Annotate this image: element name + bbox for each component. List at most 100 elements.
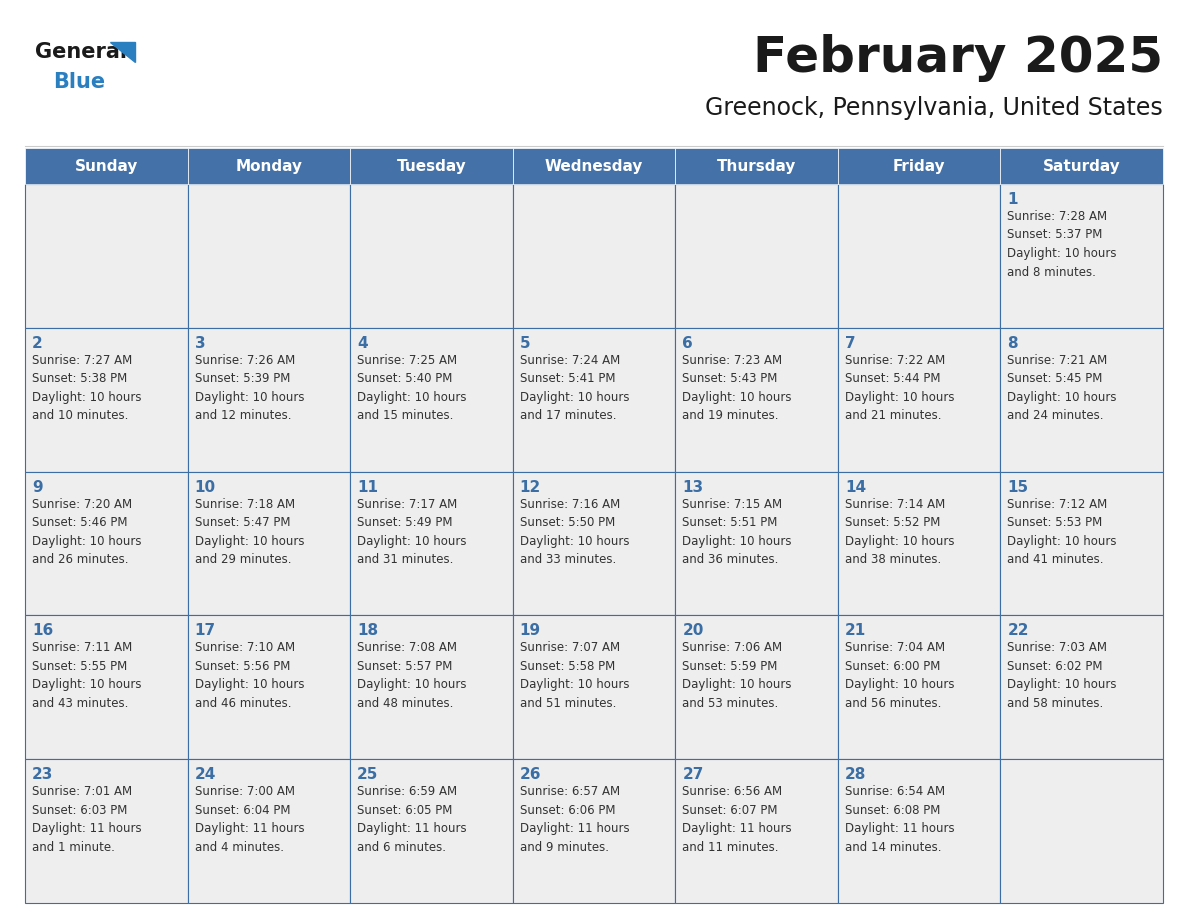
Text: Sunrise: 7:08 AM
Sunset: 5:57 PM
Daylight: 10 hours
and 48 minutes.: Sunrise: 7:08 AM Sunset: 5:57 PM Dayligh…	[358, 642, 467, 710]
Text: Sunrise: 7:28 AM
Sunset: 5:37 PM
Daylight: 10 hours
and 8 minutes.: Sunrise: 7:28 AM Sunset: 5:37 PM Dayligh…	[1007, 210, 1117, 278]
Bar	[513, 759, 675, 903]
Text: Sunrise: 6:56 AM
Sunset: 6:07 PM
Daylight: 11 hours
and 11 minutes.: Sunrise: 6:56 AM Sunset: 6:07 PM Dayligh…	[682, 785, 792, 854]
Text: 1: 1	[1007, 192, 1018, 207]
Text: 15: 15	[1007, 479, 1029, 495]
Text: General: General	[34, 42, 127, 62]
Bar	[513, 148, 675, 184]
Text: 8: 8	[1007, 336, 1018, 351]
Text: 24: 24	[195, 767, 216, 782]
Bar	[1000, 759, 1163, 903]
Bar	[1000, 328, 1163, 472]
Text: 5: 5	[519, 336, 530, 351]
Text: 14: 14	[845, 479, 866, 495]
Text: 21: 21	[845, 623, 866, 638]
Text: 22: 22	[1007, 623, 1029, 638]
Bar	[350, 759, 513, 903]
Polygon shape	[110, 42, 135, 62]
Text: 3: 3	[195, 336, 206, 351]
Text: Sunrise: 7:06 AM
Sunset: 5:59 PM
Daylight: 10 hours
and 53 minutes.: Sunrise: 7:06 AM Sunset: 5:59 PM Dayligh…	[682, 642, 791, 710]
Bar	[188, 472, 350, 615]
Bar	[838, 328, 1000, 472]
Text: 13: 13	[682, 479, 703, 495]
Text: Sunday: Sunday	[75, 159, 138, 174]
Bar	[350, 184, 513, 328]
Text: 4: 4	[358, 336, 368, 351]
Text: 16: 16	[32, 623, 53, 638]
Text: Tuesday: Tuesday	[397, 159, 467, 174]
Text: Sunrise: 7:20 AM
Sunset: 5:46 PM
Daylight: 10 hours
and 26 minutes.: Sunrise: 7:20 AM Sunset: 5:46 PM Dayligh…	[32, 498, 141, 566]
Text: Sunrise: 6:57 AM
Sunset: 6:06 PM
Daylight: 11 hours
and 9 minutes.: Sunrise: 6:57 AM Sunset: 6:06 PM Dayligh…	[519, 785, 630, 854]
Text: Sunrise: 7:10 AM
Sunset: 5:56 PM
Daylight: 10 hours
and 46 minutes.: Sunrise: 7:10 AM Sunset: 5:56 PM Dayligh…	[195, 642, 304, 710]
Bar	[188, 759, 350, 903]
Text: 9: 9	[32, 479, 43, 495]
Bar	[513, 472, 675, 615]
Bar	[675, 148, 838, 184]
Text: 27: 27	[682, 767, 703, 782]
Bar	[675, 328, 838, 472]
Bar	[838, 184, 1000, 328]
Text: 23: 23	[32, 767, 53, 782]
Bar	[513, 184, 675, 328]
Text: Blue: Blue	[53, 72, 105, 92]
Text: Greenock, Pennsylvania, United States: Greenock, Pennsylvania, United States	[706, 96, 1163, 120]
Text: Sunrise: 7:07 AM
Sunset: 5:58 PM
Daylight: 10 hours
and 51 minutes.: Sunrise: 7:07 AM Sunset: 5:58 PM Dayligh…	[519, 642, 630, 710]
Bar	[675, 472, 838, 615]
Bar	[350, 615, 513, 759]
Bar	[188, 148, 350, 184]
Bar	[350, 328, 513, 472]
Text: Sunrise: 7:12 AM
Sunset: 5:53 PM
Daylight: 10 hours
and 41 minutes.: Sunrise: 7:12 AM Sunset: 5:53 PM Dayligh…	[1007, 498, 1117, 566]
Text: Sunrise: 7:03 AM
Sunset: 6:02 PM
Daylight: 10 hours
and 58 minutes.: Sunrise: 7:03 AM Sunset: 6:02 PM Dayligh…	[1007, 642, 1117, 710]
Text: Sunrise: 7:27 AM
Sunset: 5:38 PM
Daylight: 10 hours
and 10 minutes.: Sunrise: 7:27 AM Sunset: 5:38 PM Dayligh…	[32, 353, 141, 422]
Text: 6: 6	[682, 336, 693, 351]
Bar	[1000, 148, 1163, 184]
Bar	[838, 148, 1000, 184]
Text: 25: 25	[358, 767, 379, 782]
Text: Thursday: Thursday	[716, 159, 796, 174]
Text: Sunrise: 7:17 AM
Sunset: 5:49 PM
Daylight: 10 hours
and 31 minutes.: Sunrise: 7:17 AM Sunset: 5:49 PM Dayligh…	[358, 498, 467, 566]
Bar	[350, 148, 513, 184]
Text: Sunrise: 7:25 AM
Sunset: 5:40 PM
Daylight: 10 hours
and 15 minutes.: Sunrise: 7:25 AM Sunset: 5:40 PM Dayligh…	[358, 353, 467, 422]
Bar	[675, 615, 838, 759]
Bar	[188, 328, 350, 472]
Bar	[188, 184, 350, 328]
Bar	[25, 472, 188, 615]
Text: Sunrise: 7:22 AM
Sunset: 5:44 PM
Daylight: 10 hours
and 21 minutes.: Sunrise: 7:22 AM Sunset: 5:44 PM Dayligh…	[845, 353, 954, 422]
Text: Sunrise: 6:59 AM
Sunset: 6:05 PM
Daylight: 11 hours
and 6 minutes.: Sunrise: 6:59 AM Sunset: 6:05 PM Dayligh…	[358, 785, 467, 854]
Bar	[25, 759, 188, 903]
Bar	[25, 328, 188, 472]
Text: Sunrise: 7:01 AM
Sunset: 6:03 PM
Daylight: 11 hours
and 1 minute.: Sunrise: 7:01 AM Sunset: 6:03 PM Dayligh…	[32, 785, 141, 854]
Text: 12: 12	[519, 479, 541, 495]
Text: Friday: Friday	[893, 159, 946, 174]
Bar	[675, 759, 838, 903]
Text: Saturday: Saturday	[1043, 159, 1120, 174]
Text: Sunrise: 7:21 AM
Sunset: 5:45 PM
Daylight: 10 hours
and 24 minutes.: Sunrise: 7:21 AM Sunset: 5:45 PM Dayligh…	[1007, 353, 1117, 422]
Text: Sunrise: 7:23 AM
Sunset: 5:43 PM
Daylight: 10 hours
and 19 minutes.: Sunrise: 7:23 AM Sunset: 5:43 PM Dayligh…	[682, 353, 791, 422]
Text: Sunrise: 7:14 AM
Sunset: 5:52 PM
Daylight: 10 hours
and 38 minutes.: Sunrise: 7:14 AM Sunset: 5:52 PM Dayligh…	[845, 498, 954, 566]
Text: 18: 18	[358, 623, 378, 638]
Text: Sunrise: 7:24 AM
Sunset: 5:41 PM
Daylight: 10 hours
and 17 minutes.: Sunrise: 7:24 AM Sunset: 5:41 PM Dayligh…	[519, 353, 630, 422]
Bar	[188, 615, 350, 759]
Bar	[25, 615, 188, 759]
Bar	[1000, 472, 1163, 615]
Bar	[513, 328, 675, 472]
Bar	[1000, 615, 1163, 759]
Text: Sunrise: 7:11 AM
Sunset: 5:55 PM
Daylight: 10 hours
and 43 minutes.: Sunrise: 7:11 AM Sunset: 5:55 PM Dayligh…	[32, 642, 141, 710]
Bar	[675, 184, 838, 328]
Text: 10: 10	[195, 479, 216, 495]
Text: Sunrise: 7:18 AM
Sunset: 5:47 PM
Daylight: 10 hours
and 29 minutes.: Sunrise: 7:18 AM Sunset: 5:47 PM Dayligh…	[195, 498, 304, 566]
Text: Sunrise: 7:04 AM
Sunset: 6:00 PM
Daylight: 10 hours
and 56 minutes.: Sunrise: 7:04 AM Sunset: 6:00 PM Dayligh…	[845, 642, 954, 710]
Bar	[25, 184, 188, 328]
Bar	[1000, 184, 1163, 328]
Text: Sunrise: 7:15 AM
Sunset: 5:51 PM
Daylight: 10 hours
and 36 minutes.: Sunrise: 7:15 AM Sunset: 5:51 PM Dayligh…	[682, 498, 791, 566]
Bar	[838, 615, 1000, 759]
Text: Sunrise: 7:16 AM
Sunset: 5:50 PM
Daylight: 10 hours
and 33 minutes.: Sunrise: 7:16 AM Sunset: 5:50 PM Dayligh…	[519, 498, 630, 566]
Bar	[350, 472, 513, 615]
Text: Sunrise: 7:00 AM
Sunset: 6:04 PM
Daylight: 11 hours
and 4 minutes.: Sunrise: 7:00 AM Sunset: 6:04 PM Dayligh…	[195, 785, 304, 854]
Text: 17: 17	[195, 623, 216, 638]
Text: Sunrise: 7:26 AM
Sunset: 5:39 PM
Daylight: 10 hours
and 12 minutes.: Sunrise: 7:26 AM Sunset: 5:39 PM Dayligh…	[195, 353, 304, 422]
Text: Wednesday: Wednesday	[545, 159, 643, 174]
Bar	[838, 472, 1000, 615]
Text: 19: 19	[519, 623, 541, 638]
Text: February 2025: February 2025	[753, 34, 1163, 82]
Bar	[838, 759, 1000, 903]
